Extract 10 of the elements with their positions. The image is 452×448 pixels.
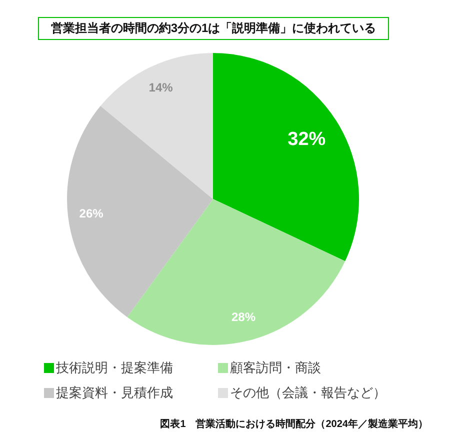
data-label: 32% <box>288 128 326 150</box>
data-label: 26% <box>79 206 104 221</box>
legend-label: その他（会議・報告など） <box>230 384 386 402</box>
legend-label: 顧客訪問・商談 <box>230 359 321 377</box>
chart-title: 営業担当者の時間の約3分の1は「説明準備」に使われている <box>38 17 389 40</box>
text: 図表1 営業活動における時間配分（2024年／製造業平均） <box>160 418 428 431</box>
data-label: 28% <box>231 310 256 324</box>
legend-label: 提案資料・見積作成 <box>56 384 173 402</box>
legend-label: 技術説明・提案準備 <box>56 359 173 377</box>
data-label: 14% <box>148 80 174 94</box>
